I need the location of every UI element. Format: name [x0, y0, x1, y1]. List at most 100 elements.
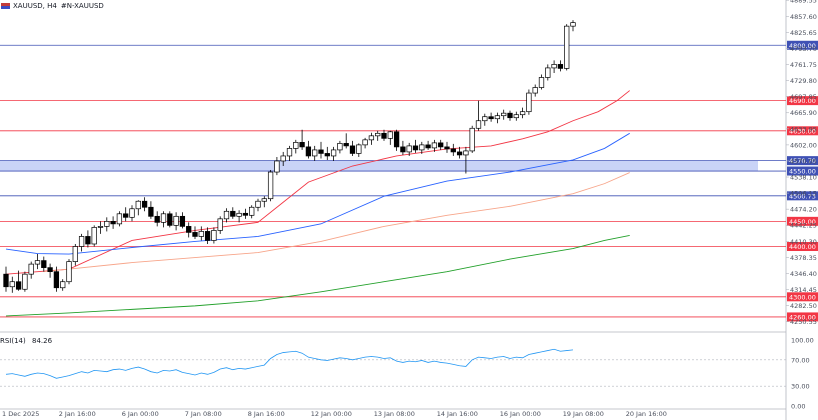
y-tick-label-14: 4442.25 — [790, 222, 817, 230]
rsi-y-tick-0: 100.00 — [791, 337, 814, 345]
y-tick-label-2: 4825.65 — [790, 29, 817, 37]
rsi-label: RSI(14) — [0, 337, 26, 345]
candle-body-48 — [305, 146, 312, 157]
candle-body-79 — [501, 112, 507, 117]
y-tick-label-17: 4346.40 — [790, 270, 817, 278]
y-tick-label-20: 4250.55 — [790, 318, 817, 326]
candle-body-24 — [154, 215, 160, 223]
candle-body-36 — [230, 210, 236, 217]
y-tick-label-13: 4474.20 — [790, 206, 817, 214]
candle-body-14 — [91, 227, 97, 245]
candle-body-35 — [223, 210, 230, 220]
candle-body-60 — [381, 132, 387, 139]
candle-body-81 — [513, 114, 519, 119]
x-tick-label-4: 8 Jan 16:00 — [248, 410, 285, 418]
level-label-4: 4550.00 — [789, 168, 816, 176]
candle-body-88 — [557, 64, 564, 69]
candle-body-41 — [261, 198, 267, 202]
x-tick-label-10: 20 Jan 16:00 — [626, 410, 667, 418]
candle-body-1 — [9, 281, 15, 288]
x-tick-label-8: 16 Jan 00:00 — [500, 410, 541, 418]
x-tick-label-7: 14 Jan 16:00 — [437, 410, 478, 418]
level-tag-6 — [787, 216, 818, 226]
candle-body-19 — [123, 213, 129, 218]
rsi-y-tick-2: 30.00 — [791, 383, 810, 391]
candle-body-47 — [299, 142, 305, 148]
candle-body-62 — [393, 131, 400, 148]
chart-header: XAUUSD, H4 #N-XAUUSD — [0, 0, 104, 12]
x-tick-label-5: 12 Jan 00:00 — [311, 410, 352, 418]
y-tick-label-4: 4761.75 — [790, 61, 817, 69]
candle-body-80 — [507, 112, 513, 119]
candle-body-37 — [236, 212, 242, 217]
candle-body-3 — [22, 273, 28, 290]
candle-body-8 — [53, 271, 60, 289]
moving-average-3 — [43, 172, 630, 273]
candle-body-5 — [34, 260, 41, 265]
level-label-5: 4500.73 — [789, 192, 816, 200]
candle-body-58 — [368, 135, 375, 141]
candle-body-32 — [204, 231, 211, 241]
level-label-6: 4450.00 — [789, 218, 816, 226]
moving-average-4 — [5, 234, 630, 317]
y-tick-label-12: 4506.15 — [790, 190, 817, 198]
y-tick-label-5: 4729.80 — [790, 77, 817, 85]
candle-body-0 — [3, 273, 9, 288]
candle-body-31 — [198, 231, 204, 237]
candle-body-55 — [349, 145, 356, 154]
candle-body-64 — [406, 145, 412, 153]
candle-body-59 — [375, 132, 381, 137]
candle-body-33 — [211, 230, 217, 241]
x-tick-label-0: 1 Dec 2025 — [2, 410, 39, 418]
level-label-2: 4630.00 — [789, 127, 816, 135]
level-tag-0 — [787, 40, 818, 50]
level-tag-8 — [787, 292, 818, 302]
candle-body-9 — [60, 281, 66, 289]
candle-body-67 — [425, 144, 431, 149]
y-tick-label-7: 4665.90 — [790, 109, 817, 117]
candle-body-4 — [28, 263, 34, 275]
y-tick-label-15: 4410.30 — [790, 238, 817, 246]
candle-body-45 — [286, 148, 293, 157]
candle-body-53 — [337, 143, 343, 151]
candle-body-10 — [66, 261, 72, 283]
x-tick-label-6: 13 Jan 08:00 — [374, 410, 415, 418]
candle-body-16 — [104, 220, 110, 227]
candle-body-11 — [72, 246, 78, 262]
candle-body-84 — [532, 87, 538, 94]
candle-body-66 — [419, 144, 425, 151]
candle-body-6 — [41, 260, 47, 268]
candle-body-39 — [249, 206, 255, 216]
candle-body-21 — [135, 200, 141, 210]
rsi-line — [5, 348, 574, 379]
candle-body-42 — [267, 171, 274, 200]
candle-body-20 — [129, 208, 135, 218]
y-tick-label-9: 4602.00 — [790, 141, 817, 149]
y-tick-label-6: 4697.85 — [790, 93, 817, 101]
candle-body-40 — [255, 200, 261, 208]
candle-body-87 — [551, 64, 557, 69]
candle-body-38 — [242, 212, 249, 216]
candle-body-69 — [438, 142, 444, 148]
candle-body-70 — [444, 146, 450, 150]
level-label-8: 4300.00 — [789, 293, 816, 301]
candle-body-23 — [148, 206, 154, 217]
candle-body-89 — [564, 25, 570, 69]
candle-body-22 — [141, 200, 148, 208]
symbol-timeframe-label: XAUUSD, H4 — [13, 2, 57, 10]
rsi-header: RSI(14) 84.26 — [0, 337, 52, 345]
rsi-value: 84.26 — [31, 337, 53, 345]
candle-body-17 — [110, 220, 116, 225]
candle-body-12 — [78, 236, 85, 247]
candle-body-51 — [324, 153, 330, 157]
candle-body-56 — [356, 144, 362, 154]
candle-body-86 — [545, 67, 551, 78]
moving-average-2 — [5, 132, 630, 255]
candle-body-75 — [475, 120, 482, 129]
candle-body-13 — [85, 236, 91, 245]
candle-body-49 — [312, 149, 318, 157]
level-tag-1 — [787, 96, 818, 106]
candle-body-25 — [160, 213, 167, 223]
y-tick-label-16: 4378.35 — [790, 254, 817, 262]
